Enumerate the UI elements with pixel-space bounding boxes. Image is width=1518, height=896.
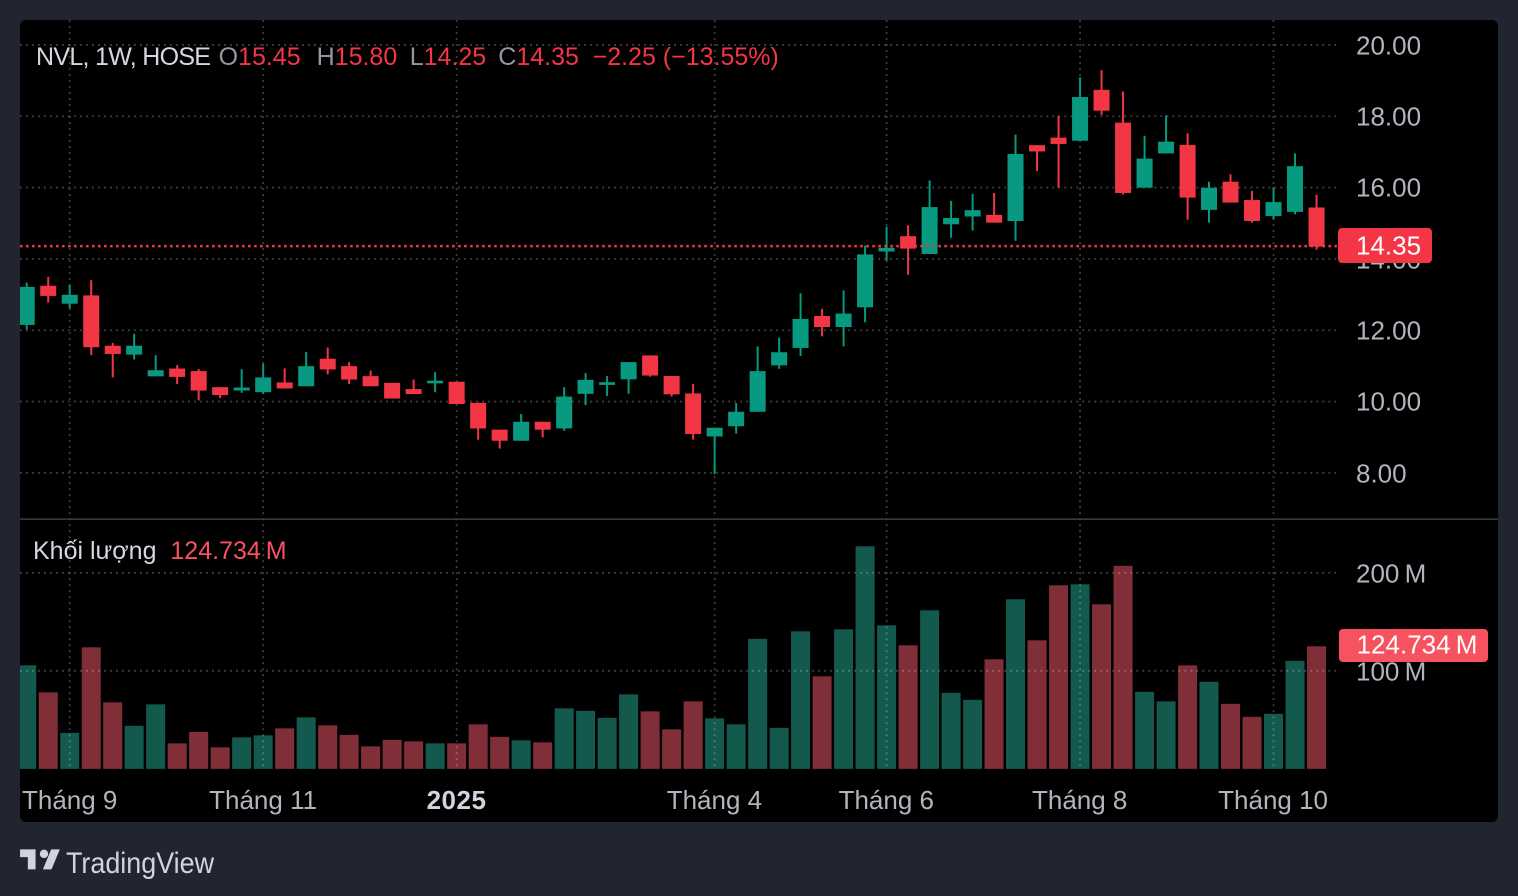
svg-text:TradingView: TradingView: [66, 847, 214, 880]
